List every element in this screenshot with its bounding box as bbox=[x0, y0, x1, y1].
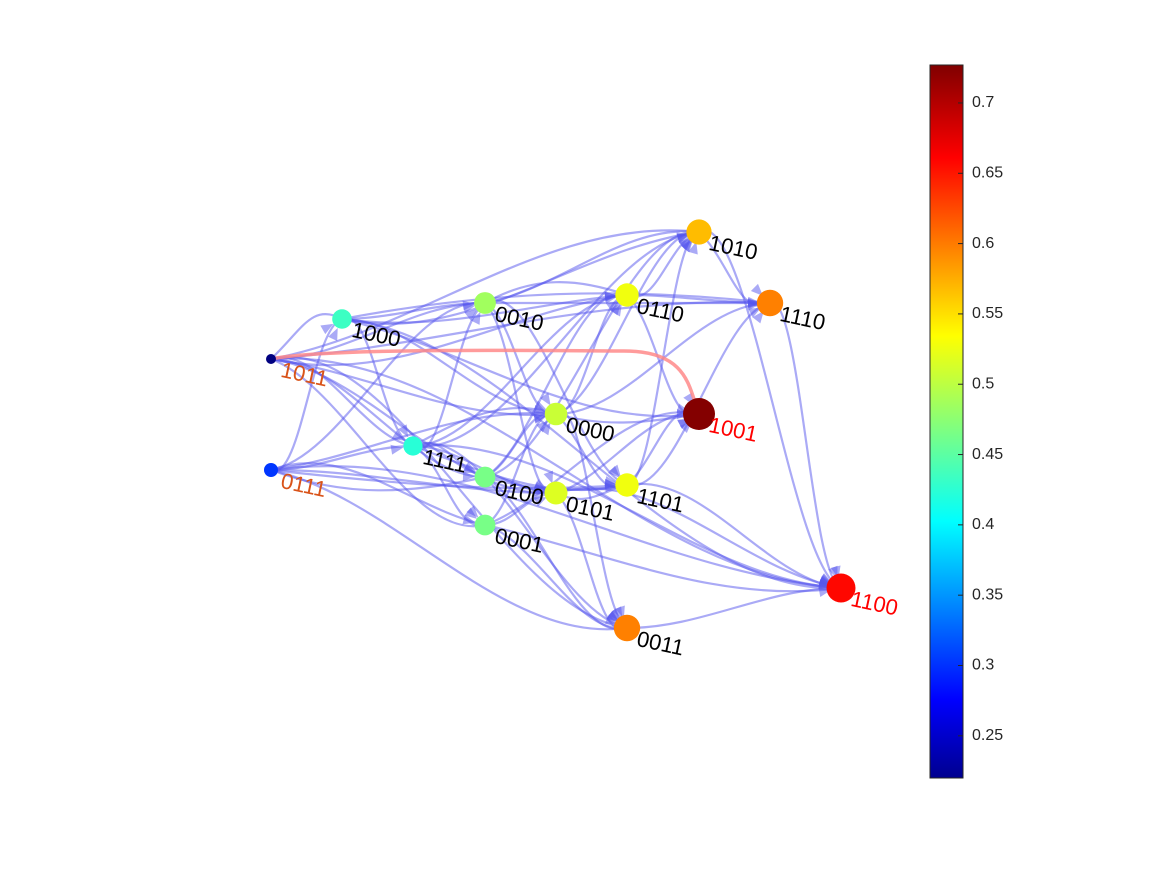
colorbar-tick-label: 0.65 bbox=[972, 165, 1003, 182]
node-0000 bbox=[545, 403, 568, 426]
colorbar-tick-label: 0.55 bbox=[972, 305, 1003, 322]
node-1110 bbox=[757, 290, 783, 316]
colorbar-tick-label: 0.7 bbox=[972, 94, 994, 111]
node-0100 bbox=[475, 467, 496, 488]
colorbar-ticks: 0.25 0.3 0.35 0.4 0.45 0.5 0.55 0.6 0.65 0.7 bbox=[958, 94, 1003, 744]
node-label-1010: 1010 bbox=[707, 230, 760, 265]
colorbar-tick-label: 0.25 bbox=[972, 727, 1003, 744]
node-label-0001: 0001 bbox=[493, 523, 546, 558]
node-1011 bbox=[266, 354, 276, 364]
node-label-1111: 1111 bbox=[421, 444, 469, 478]
colorbar: 0.25 0.3 0.35 0.4 0.45 0.5 0.55 0.6 0.65 0.7 bbox=[930, 65, 1003, 778]
node-label-0000: 0000 bbox=[564, 412, 617, 447]
colorbar-gradient bbox=[930, 65, 963, 778]
node-label-1110: 1110 bbox=[778, 301, 828, 335]
node-1000 bbox=[332, 309, 352, 329]
colorbar-tick-label: 0.5 bbox=[972, 375, 994, 392]
colorbar-tick-label: 0.45 bbox=[972, 446, 1003, 463]
node-label-1011: 1011 bbox=[279, 357, 330, 391]
node-0001 bbox=[475, 515, 496, 536]
edge-0011-1100 bbox=[627, 588, 841, 628]
node-label-1001: 1001 bbox=[707, 412, 760, 447]
node-label-0011: 0011 bbox=[635, 626, 686, 660]
node-0101 bbox=[545, 482, 568, 505]
colorbar-tick-label: 0.6 bbox=[972, 235, 994, 252]
colorbar-tick-label: 0.4 bbox=[972, 516, 994, 533]
edge-1110-1100 bbox=[770, 303, 841, 588]
node-0010 bbox=[474, 292, 496, 314]
node-0111 bbox=[264, 463, 278, 477]
node-0110 bbox=[615, 283, 638, 306]
edge-0111-1000 bbox=[271, 319, 342, 471]
node-1111 bbox=[403, 436, 422, 455]
edge-1000-1110 bbox=[342, 293, 770, 319]
node-1010 bbox=[686, 219, 711, 244]
edge-0010-0101-arrow bbox=[544, 471, 553, 484]
node-1101 bbox=[615, 473, 638, 496]
node-0011 bbox=[614, 615, 640, 641]
node-label-0111: 0111 bbox=[279, 468, 329, 502]
node-label-1101: 1101 bbox=[635, 483, 686, 517]
colorbar-tick-label: 0.3 bbox=[972, 657, 994, 674]
node-label-1100: 1100 bbox=[849, 586, 900, 620]
colorbar-tick-label: 0.35 bbox=[972, 586, 1003, 603]
